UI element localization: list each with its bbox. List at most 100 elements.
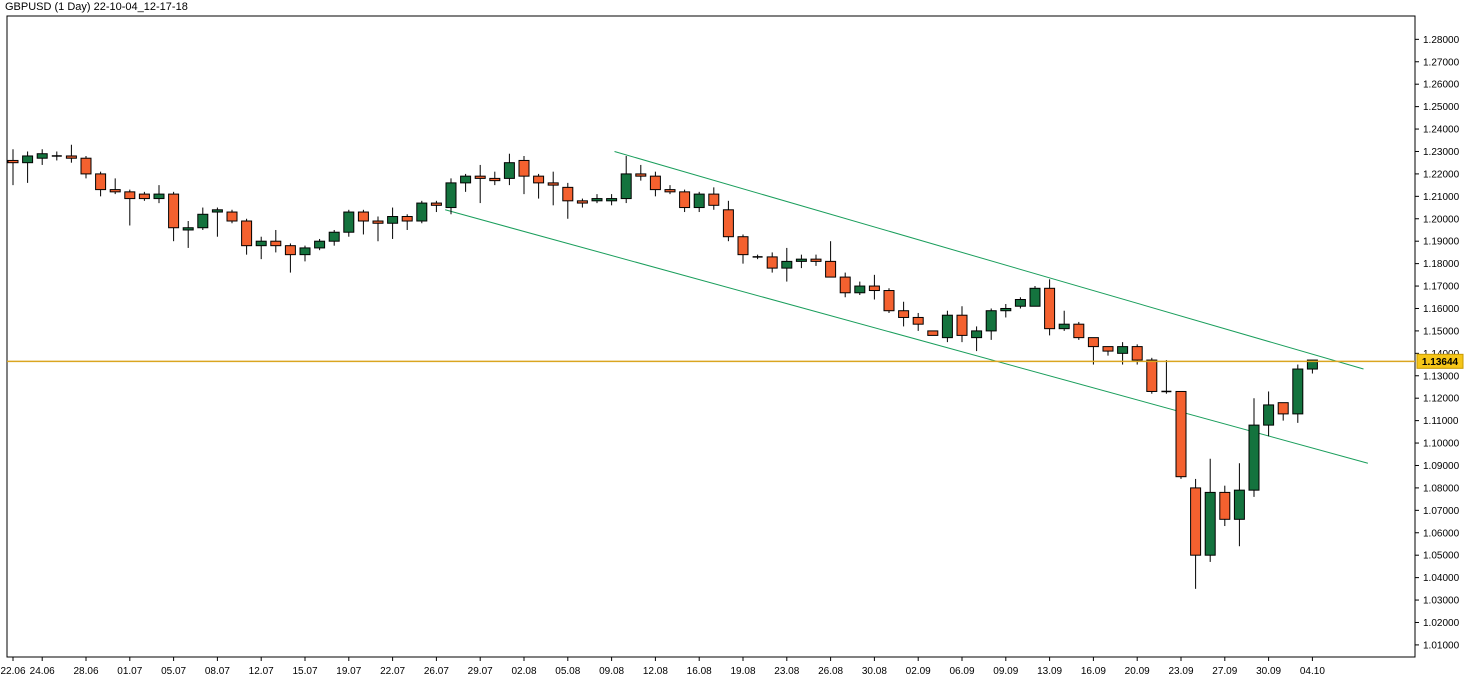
candle-body: [270, 240, 282, 247]
candle: [1014, 297, 1026, 309]
trendline[interactable]: [614, 150, 1364, 370]
candle: [781, 247, 793, 282]
candle: [460, 173, 472, 192]
candle: [795, 254, 807, 269]
candle: [679, 189, 691, 213]
candle-body: [109, 189, 121, 193]
candle: [36, 149, 48, 165]
candle-body: [168, 193, 180, 229]
candle-body: [284, 245, 296, 256]
candle: [445, 178, 457, 215]
candle-body: [898, 310, 910, 318]
x-tick-label: 12.07: [249, 666, 274, 677]
candle-body: [664, 189, 676, 193]
candle-body: [124, 191, 136, 200]
candle: [941, 310, 953, 343]
candle: [1263, 391, 1275, 437]
candle: [722, 200, 734, 242]
candle: [372, 216, 384, 242]
candle: [635, 164, 647, 181]
candle: [839, 272, 851, 298]
y-tick-label: 1.08000: [1423, 483, 1460, 494]
candle: [255, 236, 267, 260]
candle: [474, 164, 486, 204]
y-tick-label: 1.18000: [1423, 259, 1460, 270]
candle-body: [1306, 359, 1318, 370]
y-tick-label: 1.22000: [1423, 169, 1460, 180]
candle-body: [153, 193, 165, 200]
y-tick-label: 1.25000: [1423, 102, 1460, 113]
candle-body: [1073, 323, 1085, 339]
candle-body: [182, 227, 194, 231]
candle-body: [1190, 487, 1202, 556]
candle: [1102, 346, 1114, 356]
x-tick-label: 29.07: [468, 666, 493, 677]
candle: [1073, 321, 1085, 340]
x-tick-label: 24.06: [30, 666, 55, 677]
candle-body: [679, 191, 691, 209]
candle-body: [314, 240, 326, 249]
y-tick-label: 1.19000: [1423, 237, 1460, 248]
x-tick-label: 22.06: [0, 666, 25, 677]
x-tick-label: 19.08: [730, 666, 755, 677]
x-tick-label: 26.08: [818, 666, 843, 677]
x-tick-label: 23.08: [774, 666, 799, 677]
candle: [606, 194, 618, 206]
candle-body: [1029, 287, 1041, 307]
candle: [168, 191, 180, 242]
candle-body: [65, 155, 77, 159]
y-tick-label: 1.20000: [1423, 214, 1460, 225]
candle: [693, 191, 705, 213]
candle-body: [1175, 390, 1187, 478]
y-tick-label: 1.05000: [1423, 551, 1460, 562]
trendline[interactable]: [445, 209, 1369, 464]
candle-body: [226, 211, 238, 222]
candle: [1058, 310, 1070, 331]
candle-body: [927, 330, 939, 336]
candle: [416, 200, 428, 224]
candle-body: [1204, 491, 1216, 556]
x-tick-label: 02.08: [511, 666, 536, 677]
candle: [649, 171, 661, 197]
price-level-label: 1.13644: [1422, 357, 1459, 368]
candle-body: [372, 220, 384, 224]
candle: [7, 149, 19, 186]
candle-body: [7, 159, 19, 164]
candle-body: [854, 285, 866, 294]
y-tick-label: 1.10000: [1423, 439, 1460, 450]
y-tick-label: 1.04000: [1423, 573, 1460, 584]
candle: [1087, 337, 1099, 365]
candle: [489, 171, 501, 186]
candle: [518, 155, 530, 195]
x-tick-label: 19.07: [336, 666, 361, 677]
candle-body: [22, 155, 34, 164]
candle-body: [971, 330, 983, 339]
candle-body: [387, 216, 399, 224]
x-tick-label: 15.07: [292, 666, 317, 677]
y-axis: 1.28000 1.27000 1.26000 1.25000 1.24000 1.230…: [1415, 35, 1460, 651]
candle: [971, 326, 983, 352]
candle: [1044, 279, 1056, 336]
x-tick-label: 12.08: [643, 666, 668, 677]
candle-body: [1102, 346, 1114, 352]
candle: [95, 171, 107, 197]
x-tick-label: 26.07: [424, 666, 449, 677]
candle: [1219, 485, 1231, 527]
candle-body: [328, 231, 340, 242]
candle: [956, 306, 968, 343]
candle: [1292, 364, 1304, 423]
candle: [620, 155, 632, 204]
candle: [284, 243, 296, 273]
candle-body: [1131, 346, 1143, 361]
x-tick-label: 08.07: [205, 666, 230, 677]
candle-body: [1219, 491, 1231, 520]
candle-body: [1087, 337, 1099, 348]
chart-title: GBPUSD (1 Day) 22-10-04_12-17-18: [3, 1, 190, 13]
candle: [927, 330, 939, 336]
candle-body: [445, 182, 457, 209]
candle: [1146, 357, 1158, 394]
x-tick-label: 30.09: [1256, 666, 1281, 677]
candle-body: [810, 258, 822, 262]
candle-body: [299, 247, 311, 256]
